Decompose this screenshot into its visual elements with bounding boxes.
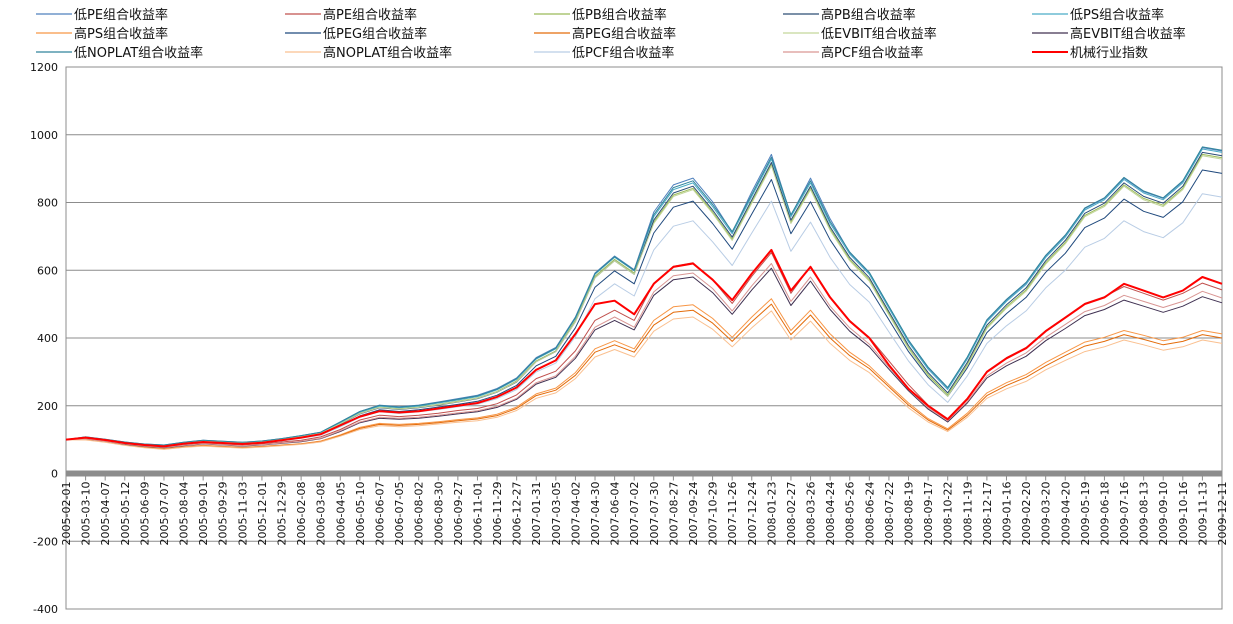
series-line-6 (65, 169, 1223, 447)
legend-entry: 低NOPLAT组合收益率 (74, 45, 203, 61)
x-tick-label: 2008-06-24 (863, 482, 876, 546)
legend-entry: 低PEG组合收益率 (323, 26, 427, 42)
x-tick-label: 2005-11-03 (236, 482, 249, 546)
x-tick-label: 2007-04-02 (569, 482, 582, 546)
series-line-12 (65, 193, 1223, 448)
x-tick-label: 2008-08-19 (903, 482, 916, 546)
x-tick-label: 2006-11-01 (471, 482, 484, 546)
y-tick-label: -400 (33, 603, 58, 616)
y-tick-label: 400 (37, 332, 58, 345)
series-line-13 (65, 263, 1223, 448)
legend-entry: 高PE组合收益率 (323, 7, 417, 23)
x-tick-label: 2006-05-10 (354, 482, 367, 546)
x-tick-label: 2006-04-05 (334, 482, 347, 546)
legend-entry: 高NOPLAT组合收益率 (323, 45, 452, 61)
x-tick-label: 2008-09-17 (922, 482, 935, 546)
x-tick-label: 2008-04-24 (824, 482, 837, 546)
series-line-1 (65, 252, 1223, 448)
x-tick-label: 2009-07-16 (1118, 482, 1131, 546)
x-tick-label: 2005-03-10 (80, 482, 93, 546)
x-tick-label: 2006-03-08 (315, 482, 328, 546)
x-tick-label: 2005-06-09 (138, 482, 151, 546)
x-tick-label: 2009-08-13 (1138, 482, 1151, 546)
x-tick-label: 2009-03-20 (1040, 482, 1053, 546)
series-line-0 (65, 147, 1223, 446)
x-tick-label: 2006-08-02 (413, 482, 426, 546)
x-tick-label: 2005-09-29 (217, 482, 230, 546)
x-tick-label: 2006-08-30 (432, 482, 445, 546)
x-tick-label: 2007-12-24 (746, 482, 759, 546)
x-tick-label: 2009-12-11 (1216, 482, 1229, 546)
x-tick-label: 2007-10-29 (707, 482, 720, 546)
series-line-10 (65, 146, 1223, 446)
x-tick-label: 2007-11-26 (726, 482, 739, 546)
x-tick-label: 2005-05-12 (119, 482, 132, 546)
x-tick-label: 2005-04-07 (99, 482, 112, 546)
y-tick-label: 200 (37, 400, 58, 413)
x-tick-label: 2008-07-22 (883, 482, 896, 546)
x-tick-label: 2005-12-29 (276, 482, 289, 546)
x-tick-label: 2009-05-19 (1079, 482, 1092, 546)
legend-entry: 高PEG组合收益率 (572, 26, 676, 42)
x-tick-label: 2009-01-16 (1000, 482, 1013, 546)
x-tick-label: 2007-07-02 (628, 482, 641, 546)
x-tick-label: 2006-02-08 (295, 482, 308, 546)
x-tick-label: 2009-11-13 (1196, 482, 1209, 546)
x-tick-label: 2007-04-30 (589, 482, 602, 546)
x-tick-label: 2009-02-20 (1020, 482, 1033, 546)
x-tick-label: 2009-10-16 (1177, 482, 1190, 546)
legend-entry: 低EVBIT组合收益率 (821, 26, 937, 42)
x-tick-label: 2008-10-22 (942, 482, 955, 546)
x-tick-label: 2005-08-04 (178, 482, 191, 546)
x-tick-label: 2005-02-01 (60, 482, 73, 546)
y-tick-label: -200 (33, 535, 58, 548)
x-tick-label: 2007-07-30 (648, 482, 661, 546)
x-tick-label: 2006-09-27 (452, 481, 465, 545)
x-tick-label: 2007-06-04 (609, 482, 622, 546)
x-tick-label: 2006-07-05 (393, 482, 406, 546)
legend-entry: 低PE组合收益率 (74, 7, 168, 23)
legend-entry: 低PB组合收益率 (572, 7, 667, 23)
y-tick-label: 1200 (30, 61, 58, 74)
x-tick-label: 2008-02-27 (785, 482, 798, 546)
legend-entry: 高EVBIT组合收益率 (1070, 26, 1186, 42)
legend-entry: 高PCF组合收益率 (821, 45, 923, 61)
x-tick-label: 2006-12-27 (511, 482, 524, 546)
x-tick-label: 2009-09-10 (1157, 482, 1170, 546)
legend-entry: 高PS组合收益率 (74, 26, 168, 42)
x-tick-label: 2005-07-07 (158, 482, 171, 546)
series-line-9 (65, 267, 1223, 449)
x-tick-label: 2007-01-31 (530, 482, 543, 546)
x-tick-label: 2009-04-20 (1059, 482, 1072, 546)
y-tick-label: 1000 (30, 129, 58, 142)
y-tick-label: 800 (37, 197, 58, 210)
y-tick-label: 600 (37, 264, 58, 277)
legend-entry: 高PB组合收益率 (821, 7, 916, 23)
series-line-4 (65, 148, 1223, 446)
x-tick-label: 2008-05-26 (844, 482, 857, 546)
legend-entry: 低PCF组合收益率 (572, 45, 674, 61)
x-tick-label: 2008-01-23 (765, 482, 778, 546)
x-tick-label: 2007-08-27 (667, 482, 680, 546)
x-tick-label: 2009-06-18 (1098, 482, 1111, 546)
x-tick-label: 2006-06-07 (373, 482, 386, 546)
x-tick-label: 2008-12-17 (981, 482, 994, 546)
y-tick-label: 0 (51, 468, 58, 481)
x-tick-label: 2006-11-29 (491, 482, 504, 546)
series-line-14 (65, 248, 1223, 448)
legend-entry: 机械行业指数 (1070, 46, 1148, 61)
x-tick-label: 2007-09-24 (687, 482, 700, 546)
series-line-7 (66, 303, 1223, 450)
x-tick-label: 2005-09-01 (197, 482, 210, 546)
x-tick-label: 2005-12-01 (256, 482, 269, 546)
legend-entry: 低PS组合收益率 (1070, 7, 1164, 23)
x-tick-label: 2008-03-26 (805, 482, 818, 546)
x-tick-label: 2008-11-19 (961, 481, 974, 545)
series-line-11 (65, 310, 1223, 450)
x-tick-label: 2007-03-05 (550, 482, 563, 546)
series-line-5 (65, 298, 1223, 450)
